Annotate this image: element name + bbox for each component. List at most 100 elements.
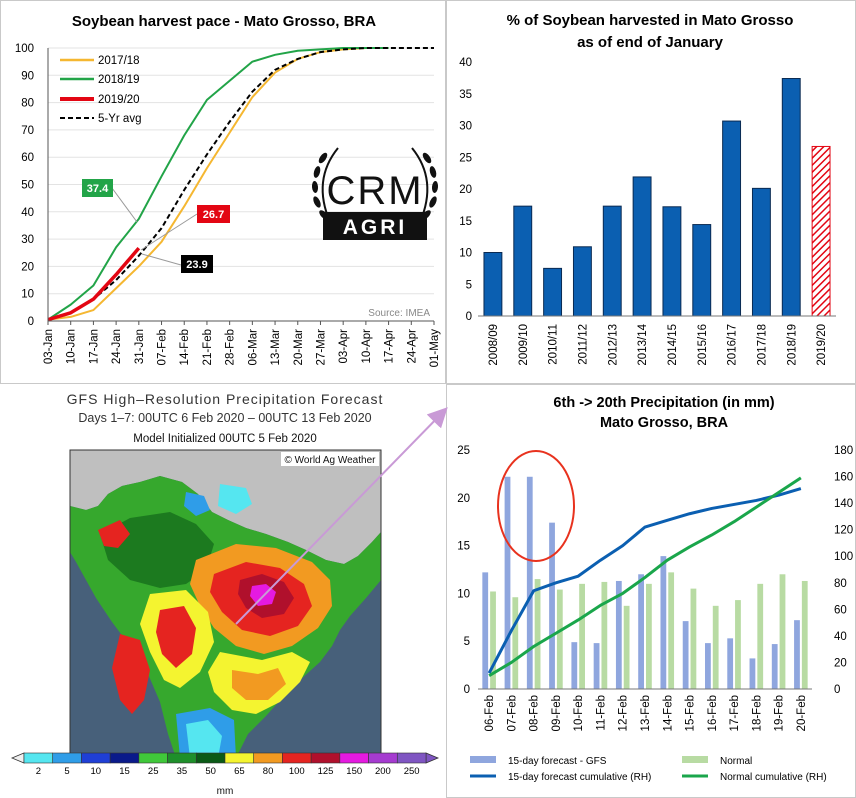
chart3-ytick-left: 15	[457, 541, 470, 553]
chart3-ytick-right: 0	[834, 684, 840, 696]
chart3-bar-normal	[534, 579, 541, 689]
scale-label: 65	[234, 766, 245, 777]
chart3-bar-gfs	[771, 644, 778, 689]
chart3-bar-normal	[623, 605, 630, 689]
callout-label-2019: 26.7	[203, 209, 224, 221]
chart1-ytick: 50	[21, 180, 34, 192]
chart3-ytick-left: 0	[464, 684, 470, 696]
callout-label-avg: 23.9	[186, 259, 207, 271]
chart1-xtick: 31-Jan	[134, 329, 146, 364]
chart3-ytick-left: 5	[464, 636, 470, 648]
chart2-bar-2019-20	[811, 145, 831, 317]
logo-agri-text: AGRI	[343, 216, 408, 239]
chart3-xtick: 20-Feb	[796, 695, 808, 731]
chart1-xtick: 17-Apr	[384, 329, 396, 364]
scale-swatch	[368, 752, 398, 764]
chart3-line-normal-cum	[488, 476, 802, 678]
chart1-ytick: 20	[21, 261, 34, 273]
scale-swatch	[167, 752, 197, 764]
chart2-bar-2014-15	[662, 206, 682, 317]
chart2-xtick: 2013/14	[637, 323, 649, 365]
chart2-bar-2013-14	[632, 176, 652, 317]
scale-swatch	[109, 752, 140, 764]
chart3-ytick-right: 120	[834, 525, 853, 537]
chart3-xtick: 10-Feb	[573, 695, 585, 731]
chart3-xtick: 17-Feb	[729, 695, 741, 731]
chart3-bar-gfs	[504, 476, 511, 689]
scale-swatch	[52, 752, 82, 764]
chart3-ytick-right: 40	[834, 631, 847, 643]
chart2-xtick: 2008/09	[488, 324, 500, 366]
scale-swatch	[339, 752, 369, 764]
chart3-bar-normal	[646, 583, 652, 689]
chart3-bar-normal	[801, 580, 808, 689]
chart1-ytick: 100	[15, 43, 34, 55]
chart1-xtick: 17-Jan	[88, 329, 100, 364]
callout-2019: 26.7	[140, 205, 230, 251]
chart1-xtick: 10-Apr	[361, 329, 373, 364]
chart3-ytick-right: 160	[834, 472, 853, 484]
chart1-xtick: 06-Mar	[247, 329, 259, 366]
chart1-xtick: 07-Feb	[157, 329, 169, 365]
chart1-ytick: 90	[21, 70, 34, 82]
chart2-xtick: 2018/19	[786, 324, 798, 366]
chart2-ytick: 25	[459, 152, 472, 164]
chart3-ytick-right: 100	[834, 551, 853, 563]
chart3-bar-normal	[556, 589, 563, 689]
scale-label: 125	[318, 766, 334, 777]
callout-label-2018: 37.4	[87, 183, 109, 195]
chart3-ytick-right: 80	[834, 578, 847, 590]
chart3-xtick: 12-Feb	[618, 695, 630, 731]
scale-label: 200	[375, 766, 391, 777]
chart3-xtick: 14-Feb	[662, 695, 674, 731]
chart3-bar-gfs	[749, 658, 756, 689]
chart2-ytick: 15	[459, 216, 472, 228]
scale-label: 10	[90, 766, 101, 777]
chart3-xtick: 07-Feb	[506, 695, 518, 731]
chart3-ytick-left: 10	[457, 588, 470, 600]
chart1-xtick: 13-Mar	[270, 329, 282, 366]
chart3-xtick: 09-Feb	[551, 695, 563, 731]
chart1-source: Source: IMEA	[368, 308, 430, 319]
chart3-bar-normal	[512, 597, 519, 689]
chart3-ytick-left: 25	[457, 445, 470, 457]
chart3-bar-normal	[735, 600, 741, 689]
chart2-ytick: 30	[459, 121, 472, 133]
scale-swatch	[253, 752, 283, 764]
chart3-bar-gfs	[794, 620, 800, 689]
chart3-bar-normal	[712, 605, 719, 689]
chart3-bar-gfs	[615, 580, 622, 689]
chart3-bar-normal	[579, 583, 585, 689]
chart1-ytick: 60	[21, 152, 34, 164]
chart3-xtick: 13-Feb	[640, 695, 652, 731]
chart2-xtick: 2012/13	[607, 324, 619, 366]
chart2-ytick: 20	[459, 184, 472, 196]
map-frame: © World Ag Weather	[69, 449, 382, 759]
map-credit: © World Ag Weather	[285, 455, 377, 466]
chart2-xtick: 2011/12	[577, 324, 589, 365]
legend-label-2019: 2019/20	[98, 94, 140, 106]
chart1-series-2018-19	[47, 47, 389, 321]
chart1-xtick: 24-Apr	[406, 329, 418, 364]
chart3-subtitle: Mato Grosso, BRA	[600, 415, 729, 431]
chart2-xtick: 2015/16	[697, 324, 709, 366]
chart1-xtick: 14-Feb	[179, 329, 191, 365]
chart2-xtick: 2019/20	[816, 324, 828, 366]
chart2-xtick: 2014/15	[667, 324, 679, 366]
crm-agri-logo: CRM AGRI	[311, 147, 439, 240]
logo-crm-text: CRM	[326, 169, 423, 213]
chart2-ytick: 0	[466, 311, 472, 323]
chart3-bar-gfs	[705, 643, 711, 689]
chart2-title: % of Soybean harvested in Mato Grosso	[507, 12, 794, 29]
chart3-ytick-right: 60	[834, 604, 847, 616]
legend-label-normal: Normal	[720, 756, 752, 767]
chart1-ytick: 70	[21, 125, 34, 137]
chart2-bar-2011-12	[572, 246, 592, 317]
chart3-bar-gfs	[682, 621, 689, 689]
chart2-xtick: 2017/18	[756, 324, 768, 366]
scale-swatch	[310, 752, 341, 764]
map-color-scale: 2 5 10 15 25 35 50 65 80 100 125 150 200 250	[10, 752, 440, 777]
chart3-xtick: 18-Feb	[751, 695, 763, 731]
chart3-xtick: 11-Feb	[595, 695, 607, 731]
chart3-xtick: 19-Feb	[774, 695, 786, 731]
